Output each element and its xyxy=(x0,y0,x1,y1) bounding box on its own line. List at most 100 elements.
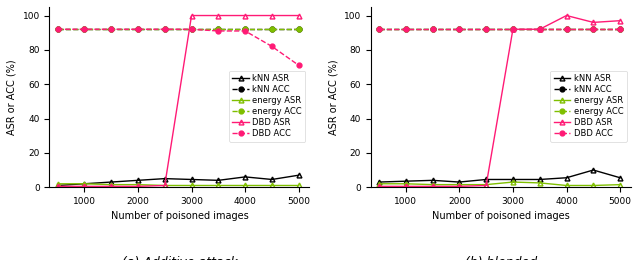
kNN ASR xyxy=(188,178,195,181)
DBD ASR xyxy=(268,14,276,17)
DBD ACC xyxy=(81,28,88,31)
energy ASR xyxy=(536,181,543,184)
kNN ACC xyxy=(268,28,276,31)
Text: (b) blended: (b) blended xyxy=(465,256,537,260)
DBD ACC xyxy=(214,29,222,32)
kNN ACC xyxy=(589,28,597,31)
kNN ASR xyxy=(214,179,222,182)
kNN ASR xyxy=(429,179,436,182)
kNN ACC xyxy=(188,28,195,31)
kNN ASR xyxy=(241,175,249,178)
DBD ASR xyxy=(483,184,490,187)
DBD ACC xyxy=(188,28,195,31)
DBD ACC xyxy=(616,28,624,31)
kNN ASR xyxy=(161,177,168,180)
kNN ASR xyxy=(402,180,410,183)
kNN ACC xyxy=(54,28,61,31)
DBD ASR xyxy=(536,28,543,31)
Line: energy ASR: energy ASR xyxy=(376,180,623,188)
DBD ASR xyxy=(456,185,463,188)
Line: DBD ASR: DBD ASR xyxy=(376,13,623,189)
kNN ASR xyxy=(563,176,570,179)
energy ASR xyxy=(563,184,570,187)
kNN ACC xyxy=(295,28,303,31)
DBD ACC xyxy=(134,28,142,31)
DBD ACC xyxy=(429,28,436,31)
Y-axis label: ASR or ACC (%): ASR or ACC (%) xyxy=(7,59,17,135)
energy ASR xyxy=(509,180,516,184)
DBD ASR xyxy=(214,14,222,17)
DBD ACC xyxy=(295,64,303,67)
Line: DBD ACC: DBD ACC xyxy=(55,27,301,68)
energy ACC xyxy=(268,28,276,31)
kNN ASR xyxy=(456,180,463,184)
energy ACC xyxy=(161,28,168,31)
Line: kNN ASR: kNN ASR xyxy=(55,173,301,188)
kNN ACC xyxy=(375,28,383,31)
kNN ACC xyxy=(536,28,543,31)
kNN ASR xyxy=(509,178,516,181)
DBD ACC xyxy=(589,28,597,31)
energy ACC xyxy=(54,28,61,31)
energy ACC xyxy=(108,28,115,31)
energy ASR xyxy=(429,183,436,186)
kNN ASR xyxy=(81,182,88,185)
DBD ACC xyxy=(563,28,570,31)
Line: DBD ASR: DBD ASR xyxy=(55,13,301,189)
Line: energy ASR: energy ASR xyxy=(55,181,301,188)
kNN ASR xyxy=(108,180,115,184)
kNN ACC xyxy=(483,28,490,31)
Line: kNN ASR: kNN ASR xyxy=(376,168,623,185)
DBD ASR xyxy=(295,14,303,17)
kNN ACC xyxy=(456,28,463,31)
energy ASR xyxy=(188,184,195,187)
DBD ASR xyxy=(402,185,410,188)
DBD ASR xyxy=(54,185,61,188)
energy ACC xyxy=(214,28,222,31)
energy ACC xyxy=(616,28,624,31)
kNN ACC xyxy=(161,28,168,31)
Text: (a) Additive attack: (a) Additive attack xyxy=(122,256,237,260)
DBD ACC xyxy=(536,28,543,31)
kNN ASR xyxy=(268,178,276,181)
energy ASR xyxy=(81,182,88,185)
DBD ACC xyxy=(108,28,115,31)
kNN ACC xyxy=(214,28,222,31)
DBD ASR xyxy=(429,185,436,188)
kNN ACC xyxy=(108,28,115,31)
kNN ASR xyxy=(375,180,383,184)
DBD ASR xyxy=(241,14,249,17)
kNN ASR xyxy=(134,179,142,182)
kNN ACC xyxy=(241,28,249,31)
DBD ASR xyxy=(161,184,168,187)
Line: kNN ACC: kNN ACC xyxy=(376,27,623,32)
kNN ACC xyxy=(402,28,410,31)
Line: energy ACC: energy ACC xyxy=(376,27,623,32)
energy ACC xyxy=(188,28,195,31)
DBD ASR xyxy=(375,185,383,188)
energy ACC xyxy=(81,28,88,31)
energy ASR xyxy=(295,184,303,187)
DBD ACC xyxy=(375,28,383,31)
X-axis label: Number of poisoned images: Number of poisoned images xyxy=(111,211,248,222)
DBD ACC xyxy=(241,29,249,32)
energy ASR xyxy=(108,183,115,186)
kNN ACC xyxy=(509,28,516,31)
energy ASR xyxy=(134,183,142,186)
energy ASR xyxy=(54,182,61,185)
energy ACC xyxy=(134,28,142,31)
Legend: kNN ASR, kNN ACC, energy ASR, energy ACC, DBD ASR, DBD ACC: kNN ASR, kNN ACC, energy ASR, energy ACC… xyxy=(550,70,627,142)
energy ACC xyxy=(456,28,463,31)
DBD ASR xyxy=(509,28,516,31)
DBD ASR xyxy=(188,14,195,17)
DBD ASR xyxy=(616,19,624,22)
DBD ASR xyxy=(108,185,115,188)
energy ASR xyxy=(241,184,249,187)
kNN ACC xyxy=(563,28,570,31)
energy ASR xyxy=(616,183,624,186)
DBD ACC xyxy=(509,28,516,31)
Line: energy ACC: energy ACC xyxy=(55,27,301,32)
DBD ACC xyxy=(456,28,463,31)
kNN ACC xyxy=(81,28,88,31)
energy ACC xyxy=(402,28,410,31)
